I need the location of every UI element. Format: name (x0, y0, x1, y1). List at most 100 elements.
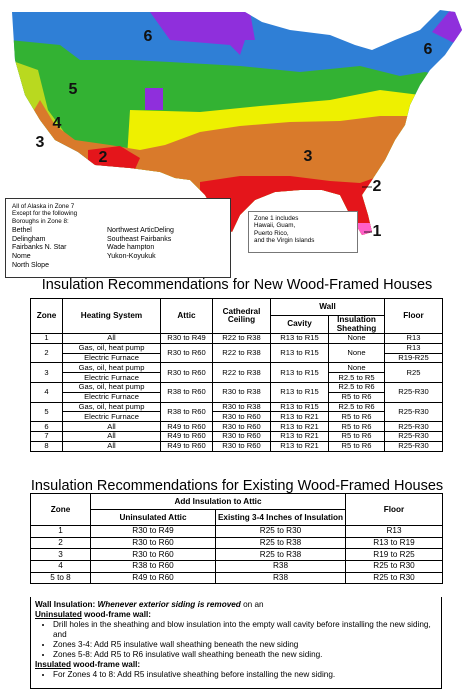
zone-cell: 2 (30, 536, 91, 550)
header-cell: Attic (160, 298, 213, 334)
borough: Delingham (12, 235, 46, 243)
borough-column: Bethel Delingham Fairbanks N. Star Nome Nort… (12, 227, 107, 270)
floor-cell: R25 (384, 362, 443, 383)
floor-cell: R19-R25 (384, 352, 443, 364)
table-row: 1 All R30 to R49 R22 to R38 R13 to R15 None R1… (30, 333, 443, 344)
floor-cell: R25-R30 (384, 381, 443, 403)
header-cell: Floor (384, 298, 443, 334)
cathedral-cell: R22 to R38 (212, 333, 271, 344)
cavity-cell: R13 to R21 (270, 411, 329, 423)
bullet: Zones 5-8: Add R5 to R6 insulative wall … (53, 650, 437, 660)
zone-label: 3 (36, 134, 45, 151)
table-row: 1 R30 to R49 R25 to R30 R13 (30, 525, 443, 538)
existing-cell: R25 to R30 (215, 525, 346, 538)
sheathing-cell: R5 to R6 (328, 440, 385, 452)
zone-label: 2 (99, 149, 108, 166)
sheathing-cell: R5 to R6 (328, 421, 385, 432)
heating-cell: Electric Furnace (62, 391, 161, 403)
new-houses-table: Zone Heating System Attic Cathedral Ceil… (30, 298, 443, 452)
heating-cell: All (62, 333, 161, 344)
floor-cell: R25-R30 (384, 430, 443, 442)
borough: Nome (12, 253, 31, 260)
attic-cell: R49 to R60 (160, 421, 213, 432)
note-line: Puerto Rico, (254, 229, 289, 237)
header-cell: Uninsulated Attic (90, 509, 216, 526)
sheathing-cell: None (328, 333, 385, 344)
sheathing-cell: R2.5 to R5 (328, 372, 385, 383)
floor-cell: R25-R30 (384, 421, 443, 432)
zone-7-region (145, 88, 163, 110)
zone-cell: 1 (30, 333, 63, 344)
zone-cell: 8 (30, 440, 63, 452)
cavity-cell: R13 to R15 (270, 333, 329, 344)
zone-label: 5 (69, 81, 78, 98)
zone-7-region (150, 12, 255, 55)
heating-cell: All (62, 421, 161, 432)
bullet: Drill holes in the sheathing and blow in… (53, 620, 437, 640)
subheading-label: Insulated (35, 660, 71, 669)
header-cell: Floor (345, 493, 443, 526)
sheathing-cell: R5 to R6 (328, 391, 385, 403)
existing-cell: R38 (215, 560, 346, 573)
sheathing-cell: None (328, 342, 385, 364)
cavity-cell: R13 to R21 (270, 421, 329, 432)
note-line: Boroughs in Zone 8: (12, 217, 69, 225)
zone1-note: Zone 1 includes Hawaii, Guam, Puerto Ric… (248, 211, 358, 253)
uninsulated-cell: R30 to R60 (90, 548, 216, 562)
floor-cell: R25-R30 (384, 401, 443, 423)
cavity-cell: R13 to R15 (270, 401, 329, 413)
zone-cell: 3 (30, 548, 91, 562)
zone-cell: 5 (30, 401, 63, 423)
table-row: 5 Gas, oil, heat pump R38 to R60 R30 to R38… (30, 401, 443, 423)
zone-cell: 1 (30, 525, 91, 538)
heating-cell: Electric Furnace (62, 352, 161, 364)
table-body: 1 All R30 to R49 R22 to R38 R13 to R15 None R1… (30, 333, 443, 452)
uninsulated-cell: R49 to R60 (90, 571, 216, 585)
table-row: 4 Gas, oil, heat pump R38 to R60 R30 to R38… (30, 381, 443, 403)
zone-cell: 5 to 8 (30, 571, 91, 585)
sheathing-cell: None (328, 362, 385, 374)
floor-cell: R25-R30 (384, 440, 443, 452)
cathedral-cell: R22 to R38 (212, 362, 271, 383)
header-cell: Heating System (62, 298, 161, 334)
zone-label: 6 (144, 28, 153, 45)
sheathing-cell: R5 to R6 (328, 411, 385, 423)
existing-cell: R25 to R38 (215, 548, 346, 562)
subheading: Uninsulated wood-frame wall: (35, 610, 437, 620)
cathedral-cell: R30 to R38 (212, 381, 271, 403)
sheathing-cell: R2.5 to R6 (328, 401, 385, 413)
header-cell: Add Insulation to Attic (90, 493, 346, 510)
attic-cell: R30 to R49 (160, 333, 213, 344)
zone-7-region (432, 10, 462, 46)
cavity-cell: R13 to R21 (270, 440, 329, 452)
zone-label: 4 (53, 115, 62, 132)
table-title: Insulation Recommendations for Existing … (30, 478, 444, 494)
sheathing-cell: R2.5 to R6 (328, 381, 385, 393)
table-body: 1 R30 to R49 R25 to R30 R13 2 R30 to R60 R25 t… (30, 525, 443, 585)
zone-label: 1 (373, 223, 382, 240)
note-line: All of Alaska in Zone 7 (12, 203, 75, 210)
note-line: Zone 1 includes (254, 215, 299, 222)
heating-cell: Gas, oil, heat pump (62, 401, 161, 413)
zone-cell: 4 (30, 560, 91, 573)
cathedral-cell: R30 to R38 (212, 401, 271, 413)
header-cell: Insulation Sheathing (328, 315, 385, 334)
heating-cell: Electric Furnace (62, 372, 161, 383)
cavity-cell: R13 to R21 (270, 430, 329, 442)
heating-cell: All (62, 430, 161, 442)
heading-condition: Whenever exterior siding is removed (97, 600, 241, 609)
uninsulated-cell: R30 to R60 (90, 536, 216, 550)
attic-cell: R49 to R60 (160, 430, 213, 442)
zone-label: 3 (304, 148, 313, 165)
header-cell: Cavity (270, 315, 329, 334)
borough: Northwest ArticDeling (107, 227, 174, 235)
table-row: 2 R30 to R60 R25 to R38 R13 to R19 (30, 536, 443, 550)
table-title: Insulation Recommendations for New Wood-… (41, 277, 433, 293)
attic-cell: R30 to R60 (160, 362, 213, 383)
heating-cell: Gas, oil, heat pump (62, 342, 161, 354)
zone-cell: 6 (30, 421, 63, 432)
heading: Wall Insulation: (35, 600, 96, 609)
bullet-list: For Zones 4 to 8: Add R5 insulative shea… (35, 670, 437, 680)
header-cell: Cathedral Ceiling (212, 298, 271, 334)
borough: Wade hampton (107, 244, 155, 252)
